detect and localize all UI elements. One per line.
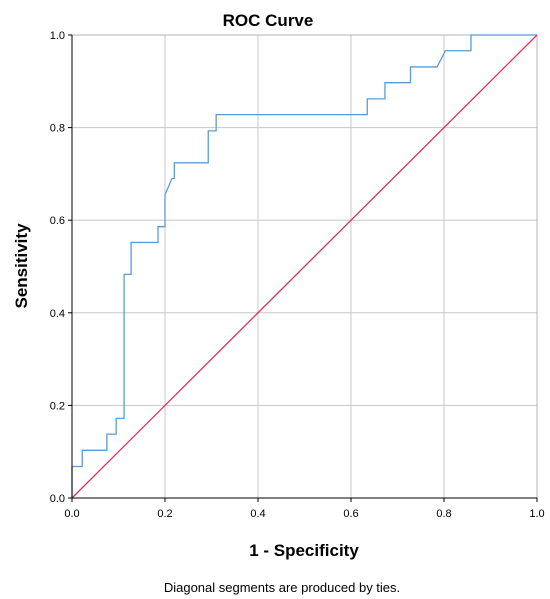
axes (71, 35, 537, 499)
roc-curve-line (71, 34, 537, 498)
x-tick-labels: 0.0 0.2 0.4 0.6 0.8 1.0 (64, 498, 545, 520)
x-tick-label: 0.8 (436, 508, 451, 520)
y-tick-label: 0.2 (50, 400, 65, 412)
y-tick-label: 1.0 (50, 30, 65, 42)
x-tick-label: 0.4 (250, 508, 265, 520)
reference-diagonal-line (71, 34, 538, 499)
chart-title: ROC Curve (223, 11, 314, 30)
x-axis-label: 1 - Specificity (249, 541, 359, 560)
x-tick-label: 1.0 (529, 508, 544, 520)
y-axis-label: Sensitivity (12, 223, 31, 309)
y-tick-label: 0.6 (50, 215, 65, 227)
x-tick-label: 0.6 (343, 508, 358, 520)
x-tick-label: 0.2 (157, 508, 172, 520)
y-tick-label: 0.8 (50, 123, 65, 135)
series-layer (71, 34, 538, 499)
x-tick-label: 0.0 (64, 508, 79, 520)
y-tick-label: 0.4 (50, 308, 65, 320)
y-tick-labels: 0.0 0.2 0.4 0.6 0.8 1.0 (50, 30, 72, 505)
y-tick-label: 0.0 (50, 493, 65, 505)
chart-footnote: Diagonal segments are produced by ties. (164, 580, 400, 595)
